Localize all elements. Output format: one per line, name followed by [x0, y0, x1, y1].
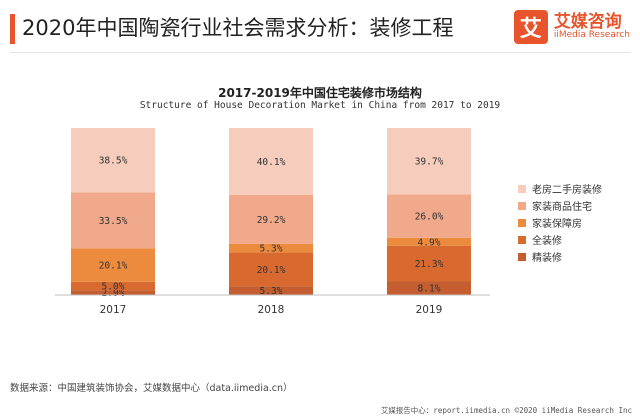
bar-segment-2019-2 — [387, 237, 471, 246]
legend-item: 家装保障房 — [518, 214, 602, 231]
data-label-2019-1: 21.3% — [415, 259, 444, 270]
bar-segment-2018-1 — [229, 252, 313, 287]
legend-swatch — [518, 184, 526, 193]
data-label-2017-1: 5.0% — [102, 281, 125, 292]
data-label-2019-4: 39.7% — [415, 157, 444, 168]
brand-subtitle: iiMedia Research — [553, 30, 630, 41]
data-label-2019-2: 4.9% — [418, 237, 441, 248]
brand-logo: 艾 — [513, 10, 548, 44]
x-tick-label-2019: 2019 — [416, 304, 443, 316]
legend-item: 全装修 — [518, 231, 602, 248]
legend-item: 精装修 — [518, 248, 602, 265]
bar-segment-2019-4 — [387, 128, 471, 195]
page-title: 2020年中国陶瓷行业社会需求分析：装修工程 — [22, 16, 454, 40]
bar-segment-2018-0 — [229, 286, 313, 295]
legend-swatch — [518, 201, 526, 210]
data-label-2018-1: 20.1% — [257, 265, 286, 276]
legend-item: 家装商品住宅 — [518, 197, 602, 214]
data-label-2017-3: 33.5% — [99, 216, 128, 227]
title-divider — [10, 52, 630, 53]
data-label-2018-4: 40.1% — [257, 157, 286, 168]
footer: 艾媒报告中心：report.iimedia.cn ©2020 iiMedia R… — [380, 406, 632, 415]
legend-label: 家装保障房 — [532, 219, 582, 230]
bar-segment-2017-0 — [71, 290, 155, 295]
bar-segment-2019-0 — [387, 281, 471, 295]
data-label-2017-0: 2.9% — [102, 288, 125, 299]
bar-segment-2017-3 — [71, 192, 155, 249]
data-label-2017-2: 20.1% — [99, 261, 128, 272]
legend-label: 家装商品住宅 — [532, 202, 592, 213]
legend-swatch — [518, 235, 526, 244]
legend-swatch — [518, 218, 526, 227]
chart-legend: 老房二手房装修 家装商品住宅 家装保障房全装修精装修 — [518, 180, 602, 265]
data-label-2017-4: 38.5% — [99, 156, 128, 167]
legend-swatch — [518, 252, 526, 261]
legend-label: 全装修 — [532, 236, 562, 247]
bar-segment-2019-1 — [387, 245, 471, 282]
chart-subtitle: Structure of House Decoration Market in … — [139, 100, 501, 111]
title-accent-bar — [10, 14, 15, 44]
data-label-2018-2: 5.3% — [260, 244, 283, 255]
chart-title: 2017-2019年中国住宅装修市场结构 — [218, 86, 422, 100]
data-label-2019-3: 26.0% — [415, 212, 444, 223]
legend-item: 老房二手房装修 — [518, 180, 602, 197]
bar-segment-2017-1 — [71, 281, 155, 291]
bar-segment-2017-2 — [71, 248, 155, 282]
legend-label: 精装修 — [532, 253, 562, 264]
brand-name: 艾媒咨询 — [553, 11, 622, 32]
data-label-2018-0: 5.3% — [260, 286, 283, 297]
data-label-2019-0: 8.1% — [418, 284, 441, 295]
bar-segment-2018-4 — [229, 128, 313, 195]
bar-segment-2018-3 — [229, 194, 313, 244]
legend-label: 老房二手房装修 — [532, 185, 602, 196]
bar-segment-2017-4 — [71, 128, 155, 193]
brand: 艾 艾媒咨询 iiMedia Research — [513, 10, 630, 44]
data-source: 数据来源：中国建筑装饰协会，艾媒数据中心（data.iimedia.cn） — [10, 383, 293, 394]
x-tick-label-2018: 2018 — [258, 304, 285, 316]
bar-segment-2018-2 — [229, 243, 313, 253]
x-tick-label-2017: 2017 — [100, 304, 127, 316]
bar-segment-2019-3 — [387, 194, 471, 238]
data-label-2018-3: 29.2% — [257, 215, 286, 226]
